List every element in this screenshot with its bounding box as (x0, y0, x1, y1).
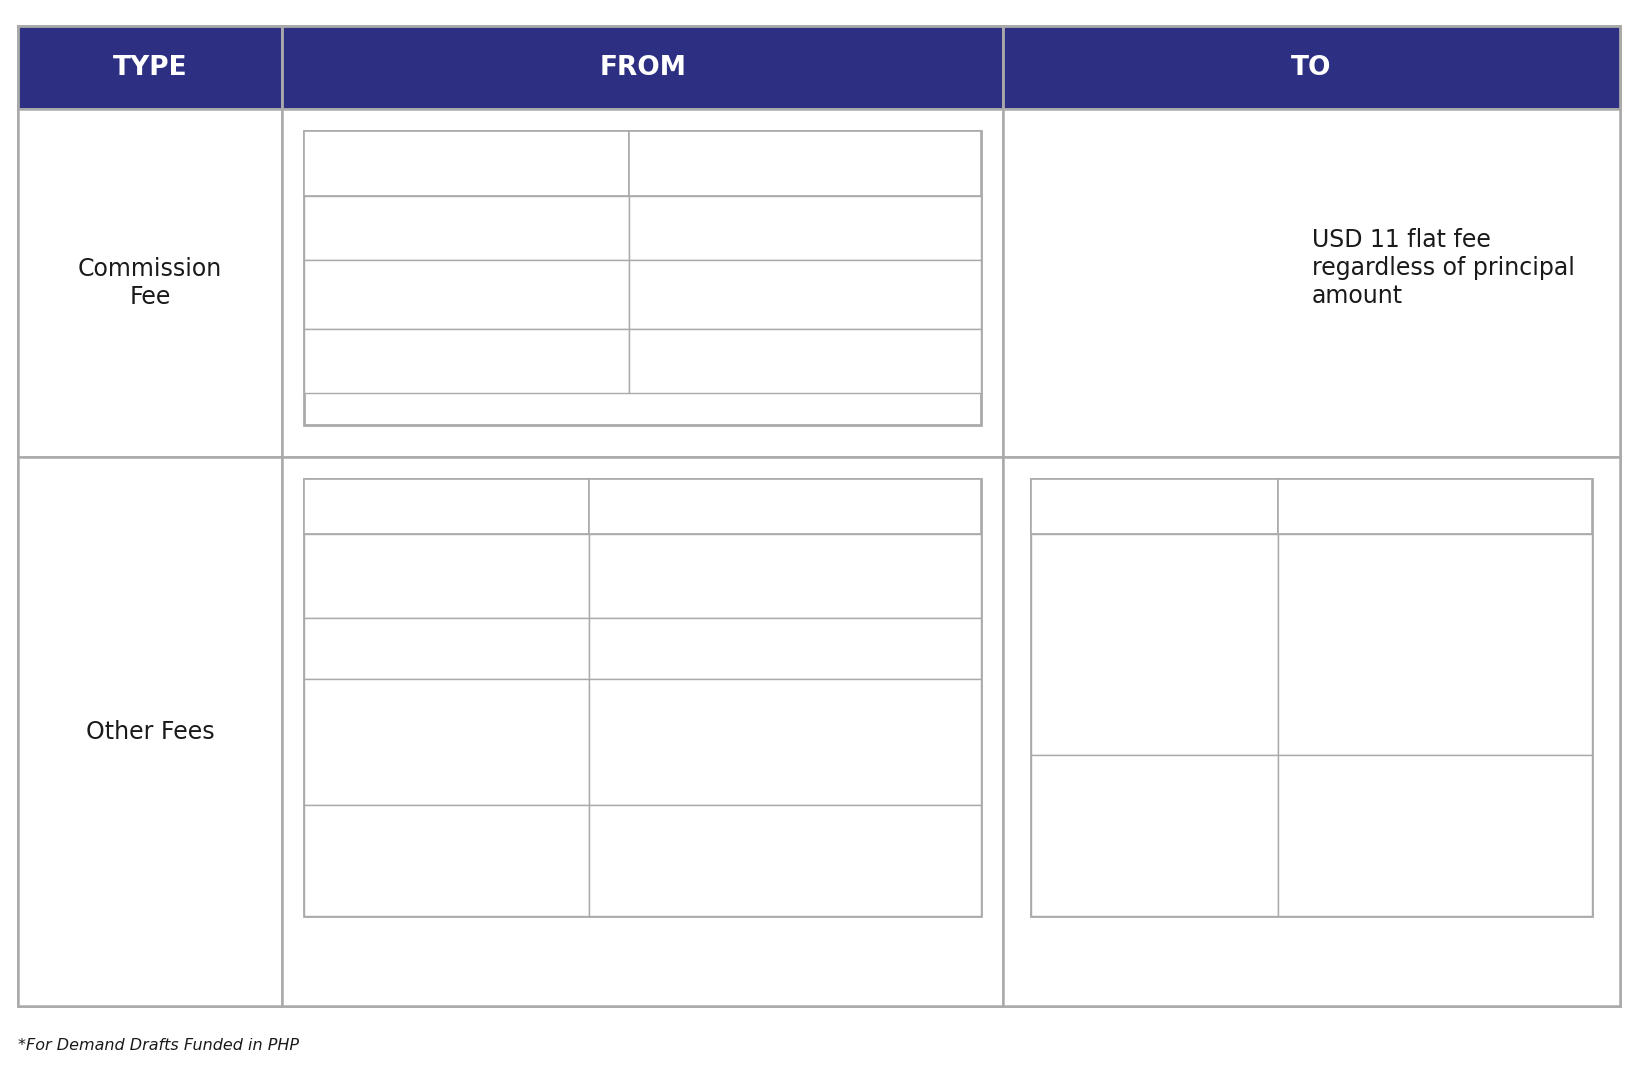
Bar (588, 679, 981, 805)
Bar (282, 457, 1002, 1006)
Bar (305, 534, 588, 618)
Bar (18, 457, 282, 1006)
Bar (1278, 755, 1592, 916)
Bar (1032, 755, 1278, 916)
Text: Commission
Fee: Commission Fee (79, 258, 223, 309)
Text: Item: Item (423, 497, 470, 516)
Bar (18, 26, 282, 109)
Bar (305, 132, 981, 425)
Bar (1032, 479, 1278, 534)
Text: Other Fees: Other Fees (85, 719, 215, 743)
Bar (1002, 457, 1620, 1006)
Text: Documentary
Stamp Tax*: Documentary Stamp Tax* (316, 726, 421, 758)
Bar (305, 479, 588, 534)
Text: Up to USD 100,000: Up to USD 100,000 (393, 221, 541, 235)
Bar (1278, 479, 1592, 534)
Bar (629, 132, 981, 196)
Text: TYPE: TYPE (113, 54, 187, 81)
Text: PHP 50: PHP 50 (601, 641, 655, 656)
Bar (629, 196, 981, 260)
Bar (282, 26, 1002, 109)
Text: Postage Fee: Postage Fee (316, 641, 410, 656)
Text: Over USD 100,000 –
USD 500,000: Over USD 100,000 – USD 500,000 (390, 279, 544, 311)
Bar (305, 329, 629, 393)
Bar (588, 534, 981, 618)
Bar (1002, 109, 1620, 457)
Bar (305, 479, 981, 916)
Text: Processing Fee: Processing Fee (316, 568, 431, 583)
Text: PHP 100*: PHP 100* (601, 853, 672, 868)
Bar (305, 132, 629, 196)
Text: Over USD 500,000: Over USD 500,000 (396, 354, 537, 369)
Bar (305, 260, 629, 329)
Bar (305, 805, 588, 916)
Bar (588, 618, 981, 679)
Text: *For Demand Drafts Funded in PHP: *For Demand Drafts Funded in PHP (18, 1039, 300, 1053)
Text: FROM: FROM (600, 54, 686, 81)
Bar (305, 679, 588, 805)
Bar (1278, 534, 1592, 755)
Text: Notarial Fee*: Notarial Fee* (1043, 828, 1143, 843)
Text: Item: Item (1132, 497, 1178, 516)
Text: Notarial Fee*: Notarial Fee* (316, 853, 416, 868)
Bar (629, 260, 981, 329)
Bar (1032, 534, 1278, 755)
Text: Documentary
Stamp Tax*: Documentary Stamp Tax* (1043, 629, 1147, 660)
Bar (305, 196, 629, 260)
Text: PHP 50
PHP 20*: PHP 50 PHP 20* (601, 559, 662, 592)
Text: Amount: Amount (765, 154, 845, 173)
Text: PHP 100*: PHP 100* (1291, 828, 1361, 843)
Bar (1002, 26, 1620, 109)
Bar (305, 618, 588, 679)
Text: Amount: Amount (745, 497, 824, 516)
Bar (1032, 479, 1592, 916)
Text: Item: Item (444, 154, 490, 173)
Bar (588, 805, 981, 916)
Bar (282, 109, 1002, 457)
Text: PHP 0.60 for every
PHP 200 or fractional
part thereof*: PHP 0.60 for every PHP 200 or fractional… (601, 717, 762, 767)
Text: 1/8 of 1%: 1/8 of 1% (768, 287, 842, 302)
Text: ¼ of 1% (min. USD 3): ¼ of 1% (min. USD 3) (722, 221, 888, 235)
Bar (18, 109, 282, 457)
Text: Amount: Amount (1396, 497, 1474, 516)
Text: TO: TO (1291, 54, 1332, 81)
Bar (629, 329, 981, 393)
Text: USD 11 flat fee
regardless of principal
amount: USD 11 flat fee regardless of principal … (1312, 228, 1574, 308)
Bar (588, 479, 981, 534)
Text: PHP 0.60 for
every PHP 200
or fractional part
thereof*: PHP 0.60 for every PHP 200 or fractional… (1291, 611, 1420, 678)
Text: 1/16 of 1%: 1/16 of 1% (763, 354, 847, 369)
